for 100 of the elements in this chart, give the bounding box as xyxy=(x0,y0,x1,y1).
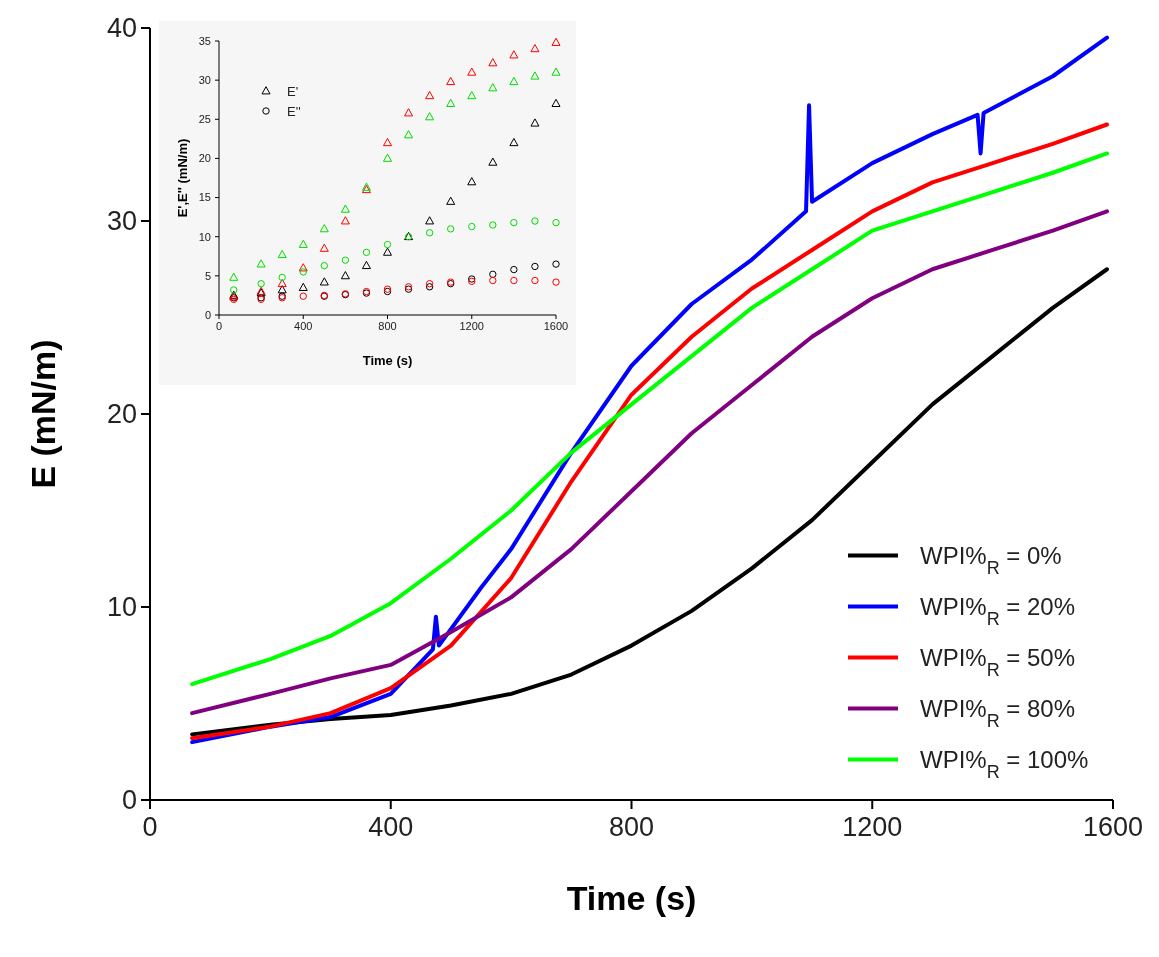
point xyxy=(383,137,392,147)
point xyxy=(277,278,287,288)
point xyxy=(383,240,392,249)
point xyxy=(277,285,287,294)
point xyxy=(319,243,329,252)
point xyxy=(489,270,497,278)
x-tick-label: 0 xyxy=(215,320,223,332)
y-tick-label: 0 xyxy=(121,785,137,816)
x-tick-label: 400 xyxy=(294,320,313,332)
point xyxy=(551,98,561,108)
point xyxy=(530,44,540,53)
point xyxy=(425,279,434,288)
point xyxy=(298,239,308,248)
point xyxy=(257,279,265,288)
legend-label: WPI%$_{R}$ = 20% xyxy=(920,592,1076,629)
point xyxy=(467,67,477,76)
point xyxy=(425,90,435,100)
legend-label: E' xyxy=(287,83,299,99)
x-tick-label: 0 xyxy=(142,812,158,842)
x-axis-title: Time (s) xyxy=(566,879,697,917)
point xyxy=(552,278,560,286)
point xyxy=(425,112,435,121)
point xyxy=(552,218,560,227)
y-tick-label: 25 xyxy=(198,113,211,126)
y-tick-label: 0 xyxy=(204,308,211,321)
point xyxy=(340,204,350,213)
point xyxy=(425,229,434,237)
point xyxy=(509,76,519,86)
point xyxy=(229,272,239,281)
point xyxy=(488,157,498,166)
point xyxy=(446,225,455,233)
point xyxy=(256,259,266,268)
x-tick-label: 800 xyxy=(378,320,397,332)
legend-label: WPI%$_{R}$ = 50% xyxy=(920,643,1076,680)
point xyxy=(278,273,286,282)
point xyxy=(404,130,414,139)
point xyxy=(298,282,308,291)
x-tick-label: 800 xyxy=(608,812,655,842)
x-tick-label: 400 xyxy=(368,812,414,842)
point xyxy=(446,98,456,108)
point xyxy=(468,222,476,231)
point xyxy=(531,217,539,225)
point xyxy=(341,256,350,264)
point xyxy=(446,76,456,86)
point xyxy=(531,262,539,271)
point xyxy=(467,177,477,186)
point xyxy=(299,268,307,276)
point xyxy=(319,224,329,233)
y-tick-label: 5 xyxy=(204,269,211,282)
y-tick-label: 30 xyxy=(106,206,137,237)
x-axis-title: Time (s) xyxy=(362,353,413,368)
point xyxy=(509,50,519,59)
y-tick-label: 10 xyxy=(106,592,137,623)
y-axis-title: E (mN/m) xyxy=(24,339,62,489)
y-axis-title: E',E'' (mN/m) xyxy=(175,138,190,218)
point xyxy=(320,261,329,270)
y-tick-label: 30 xyxy=(198,73,211,86)
point xyxy=(551,37,561,46)
point xyxy=(277,249,287,259)
point xyxy=(488,58,498,67)
point xyxy=(510,276,518,285)
y-tick-label: 20 xyxy=(106,399,137,430)
legend-label: WPI%$_{R}$ = 0% xyxy=(920,541,1062,578)
y-tick-label: 10 xyxy=(198,230,211,243)
point xyxy=(510,218,518,227)
y-tick-label: 15 xyxy=(198,191,211,204)
y-tick-label: 20 xyxy=(198,152,211,165)
point xyxy=(299,292,307,300)
point xyxy=(383,247,392,256)
point xyxy=(361,260,371,270)
point xyxy=(510,265,518,274)
point xyxy=(489,221,497,229)
point xyxy=(531,276,539,285)
point xyxy=(467,90,477,100)
x-tick-label: 1200 xyxy=(842,812,903,842)
point xyxy=(446,196,456,205)
point xyxy=(298,263,308,272)
point xyxy=(551,67,561,76)
x-tick-label: 1600 xyxy=(543,320,569,332)
point xyxy=(509,137,519,147)
point xyxy=(425,216,435,225)
legend-label: WPI%$_{R}$ = 80% xyxy=(920,694,1076,731)
y-tick-label: 40 xyxy=(106,13,137,44)
legend-label: E'' xyxy=(287,103,301,119)
legend-label: WPI%$_{R}$ = 100% xyxy=(920,745,1089,782)
point xyxy=(530,71,540,80)
point xyxy=(230,286,238,294)
point xyxy=(404,108,414,117)
point xyxy=(340,271,350,280)
point xyxy=(362,248,371,257)
point xyxy=(340,216,350,225)
point xyxy=(488,83,498,92)
point xyxy=(319,277,329,286)
point xyxy=(530,118,540,127)
x-tick-label: 1200 xyxy=(459,320,484,332)
point xyxy=(383,153,392,162)
point xyxy=(552,260,560,268)
point xyxy=(489,276,497,285)
x-tick-label: 1600 xyxy=(1082,812,1144,842)
y-tick-label: 35 xyxy=(198,34,211,47)
